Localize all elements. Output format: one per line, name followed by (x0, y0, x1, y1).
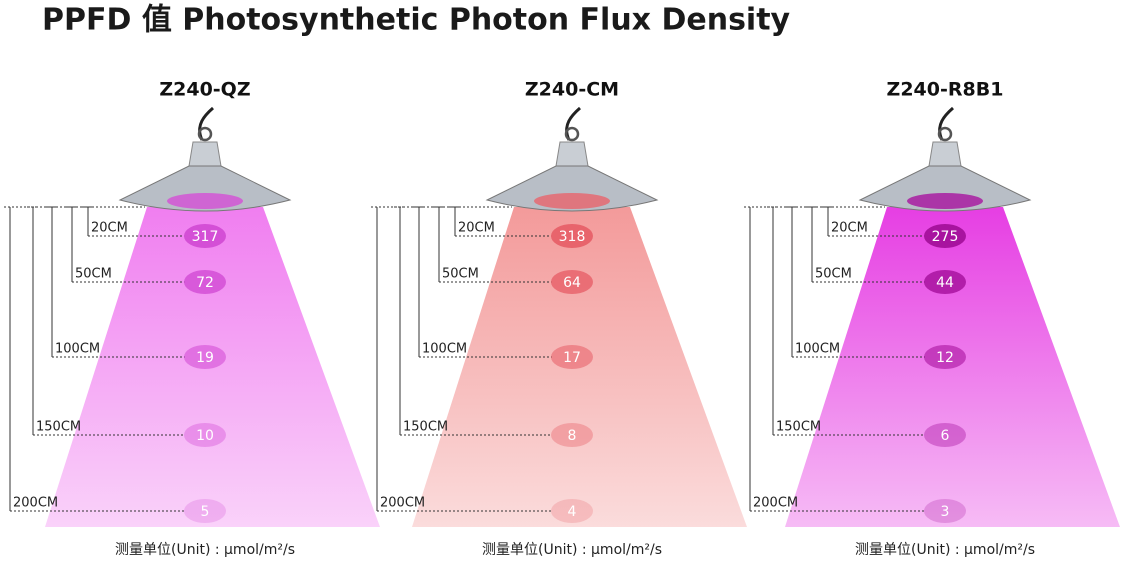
lamp-body (555, 141, 589, 167)
value-oval (924, 224, 966, 248)
distance-label: 20CM (91, 221, 128, 236)
value: 4 (568, 504, 577, 520)
lamp-ring (564, 126, 580, 142)
value: 72 (196, 275, 214, 291)
value-oval (924, 270, 966, 294)
value: 3 (941, 504, 950, 520)
lamp-body (188, 141, 222, 167)
lamp-ring (197, 126, 213, 142)
distance-label: 100CM (55, 342, 100, 357)
value-oval (551, 224, 593, 248)
value-oval (551, 423, 593, 447)
value-oval (184, 423, 226, 447)
lamp-glow (907, 193, 983, 209)
value: 318 (559, 229, 586, 245)
lamp-glow (534, 193, 610, 209)
lamp-body (928, 141, 962, 167)
distance-label: 150CM (403, 420, 448, 435)
lamp-ring (937, 126, 953, 142)
distance-label: 50CM (815, 267, 852, 282)
value: 64 (563, 275, 581, 291)
value: 275 (932, 229, 959, 245)
value: 8 (568, 428, 577, 444)
unit-caption: 测量单位(Unit) : μmol/m²/s (115, 542, 295, 558)
model-name: Z240-CM (525, 79, 619, 101)
lamp-shade (118, 165, 292, 212)
lamp-shade (858, 165, 1032, 212)
value-oval (924, 345, 966, 369)
lamp-shade (485, 165, 659, 212)
value-oval (184, 224, 226, 248)
title: PPFD 值 Photosynthetic Photon Flux Densit… (42, 3, 791, 38)
value-oval (184, 345, 226, 369)
unit-caption: 测量单位(Unit) : μmol/m²/s (482, 542, 662, 558)
distance-label: 20CM (831, 221, 868, 236)
distance-label: 150CM (36, 420, 81, 435)
distance-label: 200CM (380, 496, 425, 511)
value: 5 (201, 504, 210, 520)
distance-label: 20CM (458, 221, 495, 236)
value: 44 (936, 275, 954, 291)
value-oval (184, 499, 226, 523)
value: 6 (941, 428, 950, 444)
distance-label: 100CM (795, 342, 840, 357)
value-oval (551, 345, 593, 369)
value: 12 (936, 350, 954, 366)
unit-caption: 测量单位(Unit) : μmol/m²/s (855, 542, 1035, 558)
distance-label: 100CM (422, 342, 467, 357)
model-name: Z240-R8B1 (887, 79, 1004, 101)
distance-label: 150CM (776, 420, 821, 435)
distance-label: 50CM (442, 267, 479, 282)
value: 10 (196, 428, 214, 444)
value-oval (924, 499, 966, 523)
value: 19 (196, 350, 214, 366)
value-oval (551, 499, 593, 523)
distance-label: 200CM (13, 496, 58, 511)
value-oval (924, 423, 966, 447)
lamp-glow (167, 193, 243, 209)
value-oval (184, 270, 226, 294)
model-name: Z240-QZ (159, 79, 250, 101)
value-oval (551, 270, 593, 294)
value: 17 (563, 350, 581, 366)
distance-label: 200CM (753, 496, 798, 511)
distance-label: 50CM (75, 267, 112, 282)
value: 317 (192, 229, 219, 245)
